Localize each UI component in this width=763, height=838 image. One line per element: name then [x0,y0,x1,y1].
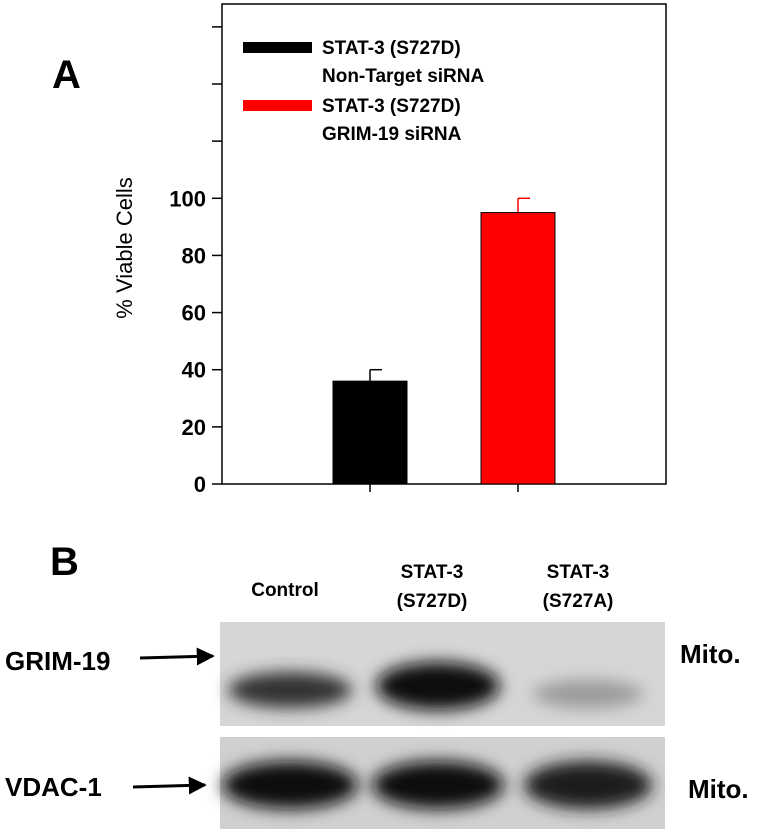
legend-label: STAT-3 (S727D) GRIM-19 siRNA [322,96,462,145]
y-tick-label: 40 [182,358,206,383]
band [372,761,504,809]
bar [332,380,408,485]
arrow [132,776,207,795]
legend-swatch [243,100,312,111]
lane-label: STAT-3 (S727D) [397,562,468,612]
y-tick-label: 60 [182,301,206,326]
lane-label: STAT-3 (S727A) [543,562,614,612]
legend-swatch [243,42,312,53]
row-label: GRIM-19 [5,646,110,676]
band [524,761,652,809]
legend-label: STAT-3 (S727D) Non-Target siRNA [322,38,484,87]
plot-area: 0 20 40 60 80 100 STAT-3 (S727D) Non-Target siR… [169,3,667,497]
band [376,662,500,710]
y-tick-label: 100 [169,186,206,211]
blot-labels: Control STAT-3 (S727D) STAT-3 (S727A) GRIM-19… [5,562,749,804]
fraction-label: Mito. [680,639,741,669]
y-tick-label: 20 [182,415,206,440]
y-axis-label: % Viable Cells [112,177,137,318]
arrow [139,647,215,666]
bar [480,212,556,485]
panel-label: A [52,53,81,97]
fraction-label: Mito. [688,774,749,804]
axes-frame [221,3,667,485]
band [533,680,643,708]
band [228,672,352,708]
panel-label: B [50,540,79,584]
lane-label: Control [251,580,319,601]
band [222,761,358,809]
y-tick-label: 0 [194,472,206,497]
row-label: VDAC-1 [5,772,102,802]
y-tick-label: 80 [182,243,206,268]
bands [222,662,652,809]
blot [132,622,665,829]
